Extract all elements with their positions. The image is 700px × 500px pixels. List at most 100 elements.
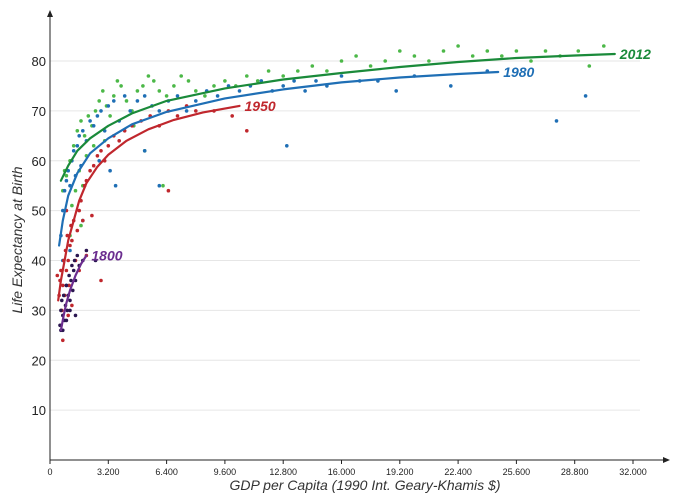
data-point-2012 — [266, 69, 271, 73]
data-point-1950 — [117, 139, 121, 143]
data-point-1950 — [70, 303, 74, 308]
trend-lines — [57, 52, 616, 332]
data-point-2012 — [223, 79, 227, 83]
data-point-1950 — [90, 213, 94, 218]
data-point-2012 — [70, 203, 74, 208]
data-point-1980 — [157, 183, 162, 188]
y-tick-label: 40 — [32, 254, 46, 269]
data-point-2012 — [119, 84, 123, 88]
data-point-1950 — [81, 218, 85, 223]
data-point-1950 — [75, 228, 80, 233]
x-tick-label: 22.400 — [444, 467, 472, 477]
data-point-1800 — [71, 288, 75, 293]
data-point-1980 — [112, 99, 116, 103]
data-point-1950 — [64, 268, 69, 273]
data-point-1980 — [64, 178, 69, 183]
data-point-2012 — [325, 69, 329, 73]
data-point-1980 — [157, 109, 162, 113]
data-point-1800 — [65, 308, 70, 313]
data-point-2012 — [73, 188, 78, 193]
trend-line-1980 — [58, 70, 500, 247]
data-point-1800 — [64, 283, 69, 288]
data-point-1800 — [60, 298, 64, 303]
x-tick-label: 12.800 — [269, 467, 297, 477]
trend-line-2012 — [59, 52, 616, 182]
data-point-2012 — [157, 89, 162, 93]
y-tick-label: 10 — [32, 403, 46, 418]
data-point-2012 — [500, 54, 504, 58]
data-point-2012 — [296, 69, 300, 73]
data-point-1950 — [99, 278, 103, 283]
x-tick-label: 9.600 — [214, 467, 237, 477]
data-point-1950 — [175, 114, 180, 118]
x-axis-title: GDP per Capita (1990 Int. Geary-Khamis $… — [229, 477, 500, 493]
data-point-2012 — [91, 144, 96, 148]
y-tick-label: 70 — [32, 104, 46, 119]
data-point-1980 — [449, 84, 453, 88]
data-point-2012 — [172, 84, 176, 88]
y-axis-title: Life Expectancy at Birth — [9, 166, 25, 313]
data-point-2012 — [146, 74, 151, 78]
data-point-1980 — [184, 109, 189, 113]
series-label-2012: 2012 — [619, 46, 651, 62]
y-axis-arrow — [47, 10, 53, 17]
grid-lines — [50, 60, 640, 411]
trend-line-1950 — [57, 104, 241, 302]
data-point-2012 — [398, 49, 402, 53]
data-point-2012 — [470, 54, 475, 58]
data-point-1800 — [70, 263, 74, 268]
data-point-1980 — [339, 74, 344, 78]
data-point-2012 — [86, 114, 91, 118]
data-point-1950 — [61, 283, 65, 288]
data-point-1800 — [68, 298, 72, 303]
data-point-2012 — [141, 84, 145, 88]
data-point-2012 — [441, 49, 446, 53]
data-point-1950 — [66, 313, 70, 318]
x-tick-label: 3.200 — [97, 467, 120, 477]
data-point-2012 — [186, 79, 191, 83]
data-point-1980 — [237, 89, 242, 93]
data-point-1980 — [106, 104, 111, 108]
data-point-1980 — [95, 114, 100, 118]
data-point-2012 — [152, 79, 156, 83]
data-point-1980 — [75, 144, 80, 148]
data-point-2012 — [161, 183, 165, 188]
data-point-1800 — [61, 293, 66, 298]
data-point-1980 — [554, 119, 559, 123]
data-point-1980 — [142, 149, 147, 153]
data-point-1950 — [67, 283, 71, 288]
data-point-1980 — [68, 248, 72, 253]
y-tick-label: 30 — [32, 303, 46, 318]
data-point-1950 — [230, 114, 234, 118]
data-point-1980 — [394, 89, 399, 93]
data-point-1800 — [67, 273, 71, 278]
data-point-2012 — [255, 79, 260, 83]
data-point-2012 — [354, 54, 358, 58]
data-point-1800 — [84, 248, 89, 253]
data-point-2012 — [212, 84, 216, 88]
data-point-1800 — [59, 308, 63, 313]
data-point-2012 — [602, 44, 606, 48]
data-point-1950 — [91, 163, 96, 168]
series-label-1950: 1950 — [245, 98, 276, 114]
data-point-1950 — [68, 243, 72, 248]
data-point-1980 — [292, 79, 296, 83]
data-point-1800 — [93, 258, 98, 263]
data-point-1800 — [73, 313, 78, 318]
series-label-1800: 1800 — [91, 248, 122, 264]
data-point-1980 — [108, 168, 112, 173]
data-point-1980 — [135, 99, 140, 103]
data-point-2012 — [203, 94, 207, 98]
data-point-2012 — [82, 134, 87, 138]
data-point-2012 — [179, 74, 183, 78]
data-point-1980 — [71, 149, 76, 153]
data-point-1980 — [99, 109, 103, 113]
data-point-2012 — [194, 89, 198, 93]
x-tick-label: 32.000 — [619, 467, 647, 477]
x-tick-label: 19.200 — [386, 467, 414, 477]
data-point-1950 — [106, 144, 111, 148]
data-point-2012 — [543, 49, 548, 53]
data-point-1980 — [142, 94, 147, 98]
data-point-1980 — [194, 99, 198, 103]
x-tick-label: 6.400 — [155, 467, 178, 477]
